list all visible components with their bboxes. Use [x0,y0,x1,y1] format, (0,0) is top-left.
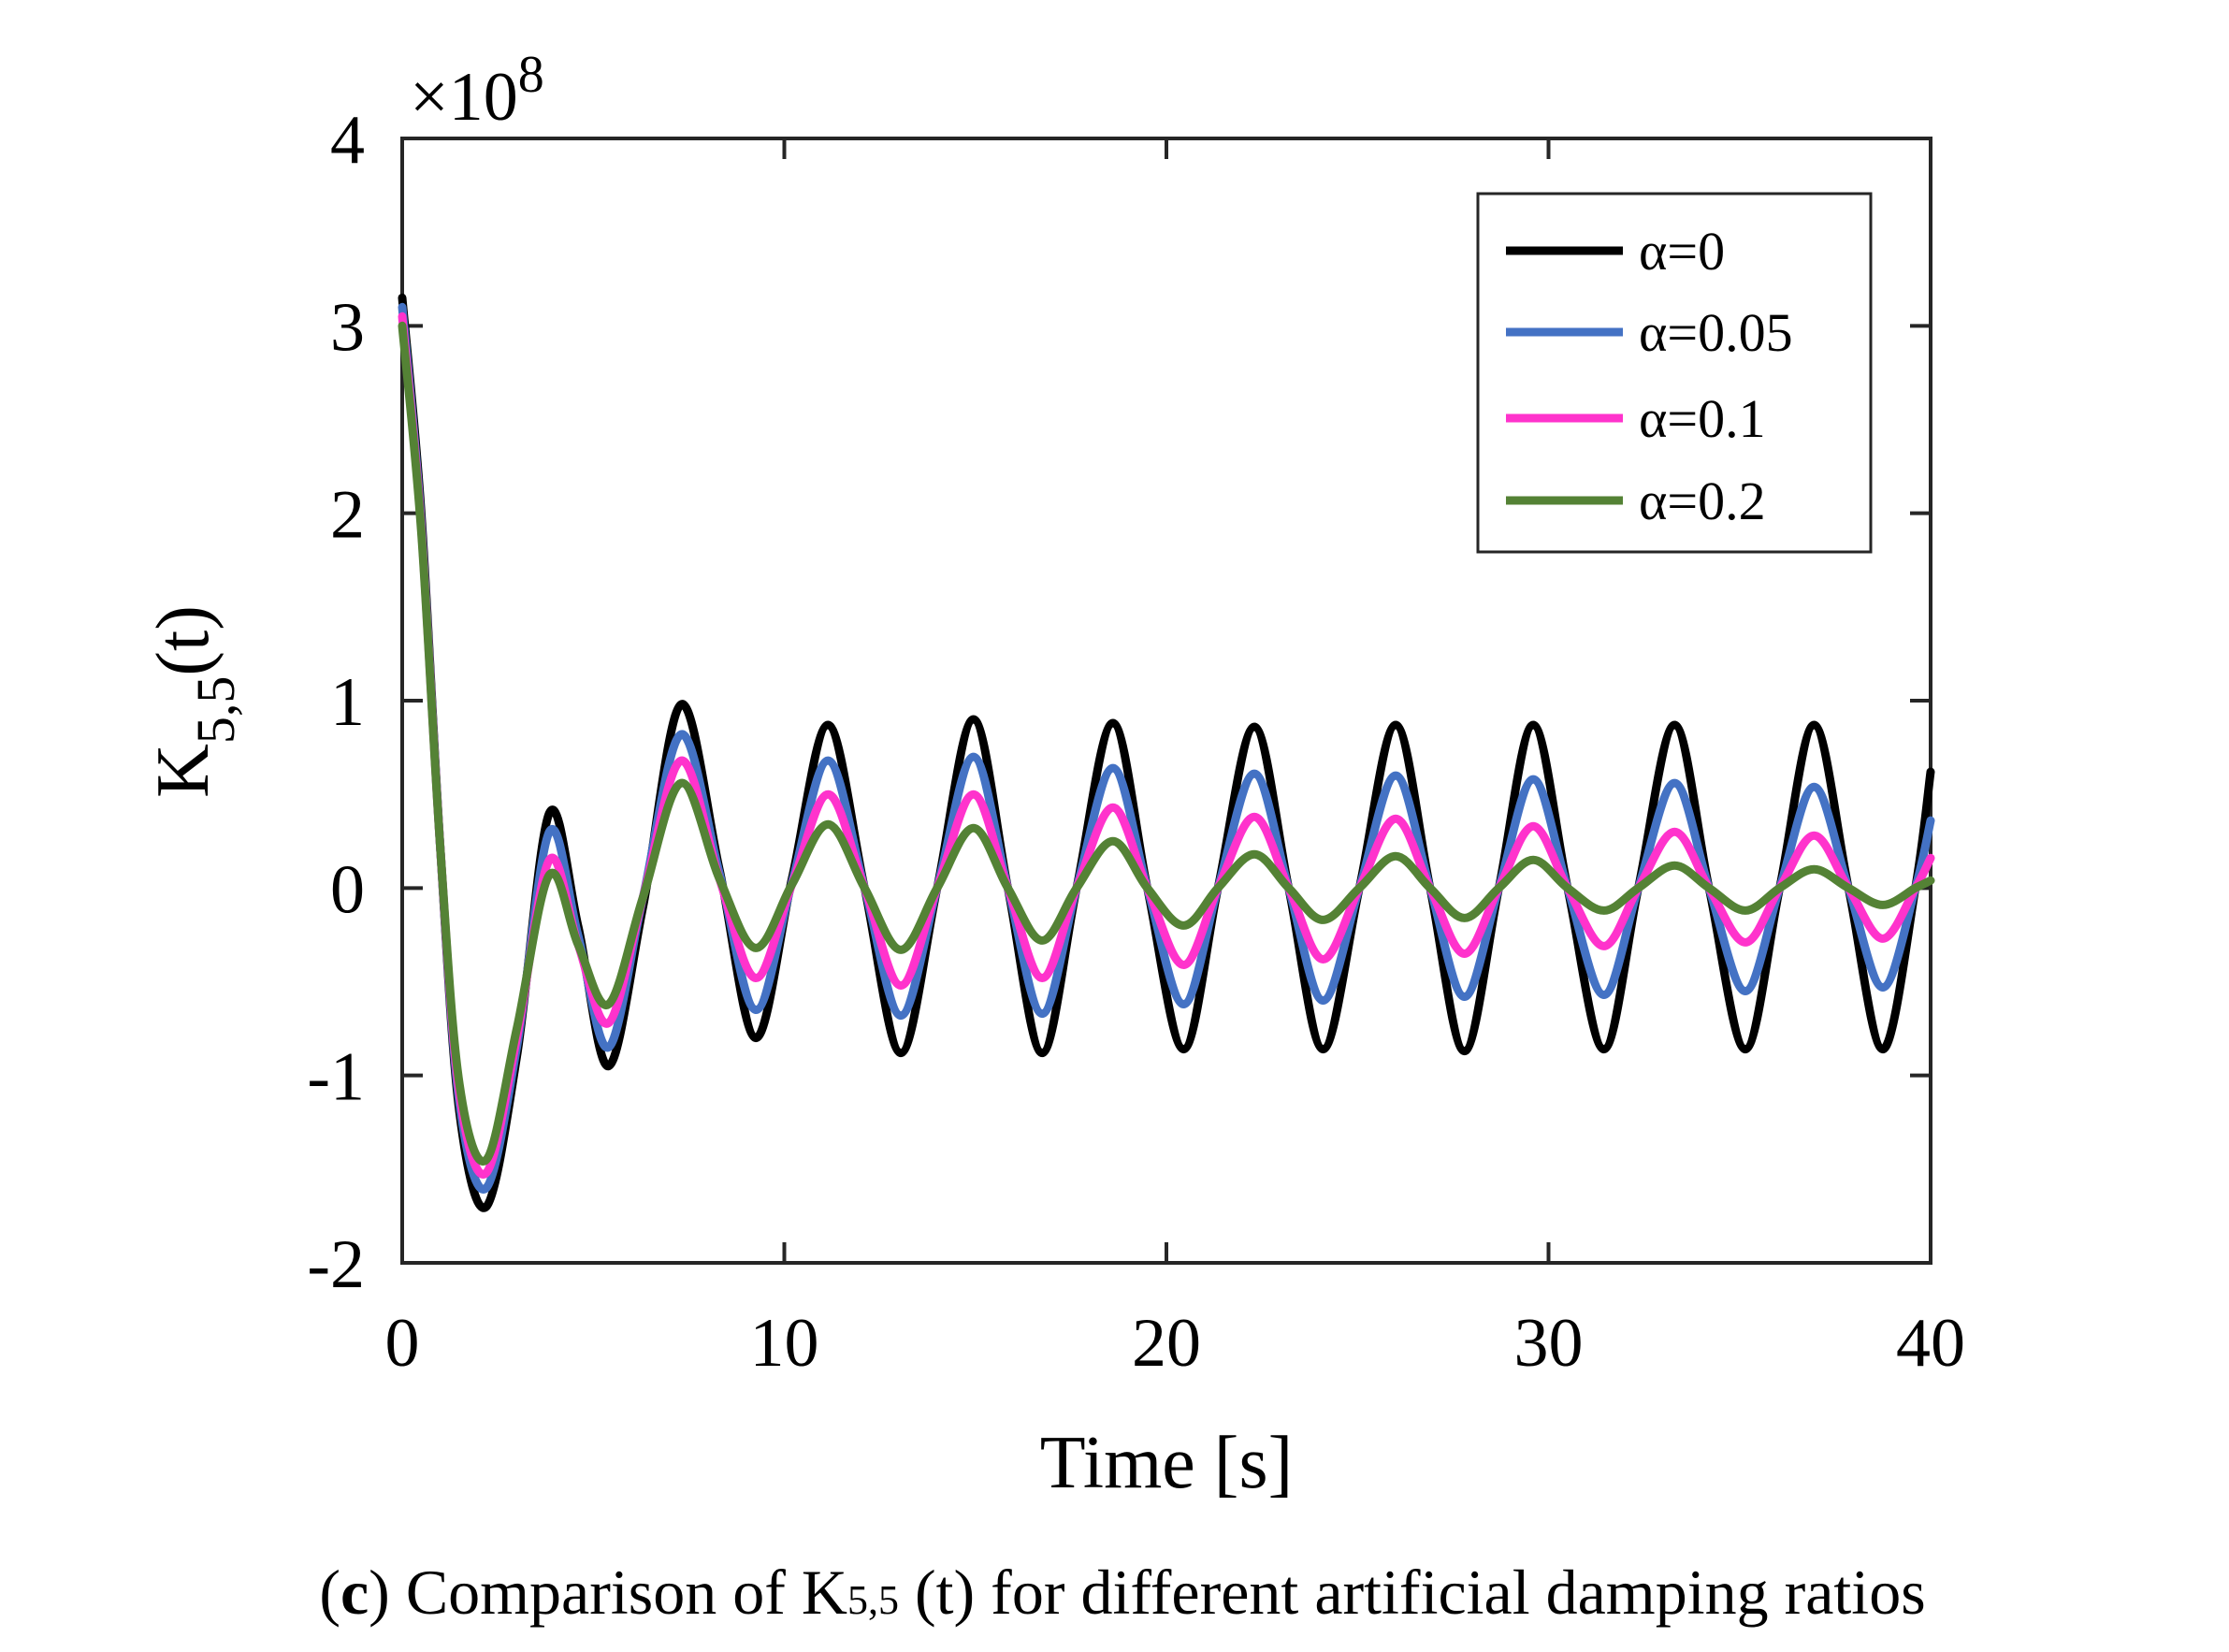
y-tick-label: 2 [330,477,365,554]
series-line-alpha-0.05 [398,302,1935,1194]
legend-label-alpha-0.2: α=0.2 [1639,471,1766,531]
figure-caption: (c) Comparison of K5,5 (t) for different… [319,1557,1925,1628]
x-tick-label: 0 [385,1305,420,1382]
y-tick-label: -2 [307,1226,365,1303]
x-axis-label: Time [s] [1040,1422,1293,1504]
legend-label-alpha-0: α=0 [1639,221,1725,282]
x-tick-label: 40 [1896,1305,1965,1382]
y-axis-exponent: ×108 [410,46,544,136]
x-tick-label: 10 [750,1305,819,1382]
series-line-alpha-0.2 [398,321,1935,1166]
legend-entry: α=0.2 [1506,471,1766,531]
x-tick-label: 20 [1132,1305,1201,1382]
legend-entry: α=0.05 [1506,302,1793,363]
series-layer [398,293,1935,1212]
y-tick-label: -1 [307,1039,365,1116]
y-tick-label: 0 [330,851,365,928]
y-tick-label: 4 [330,102,365,179]
legend-entry: α=0.1 [1506,388,1766,449]
legend: α=0 α=0.05 α=0.1 α=0.2 [1476,192,1873,554]
y-tick-label: 3 [330,289,365,366]
ticks: 0 10 20 30 40 -2 -1 0 1 2 3 4 [307,102,1965,1382]
legend-label-alpha-0.1: α=0.1 [1639,388,1766,449]
y-tick-label: 1 [330,664,365,741]
y-axis-label: K5,5(t) [142,605,246,798]
legend-label-alpha-0.05: α=0.05 [1639,302,1793,363]
legend-entry: α=0 [1506,221,1725,282]
x-tick-label: 30 [1514,1305,1584,1382]
